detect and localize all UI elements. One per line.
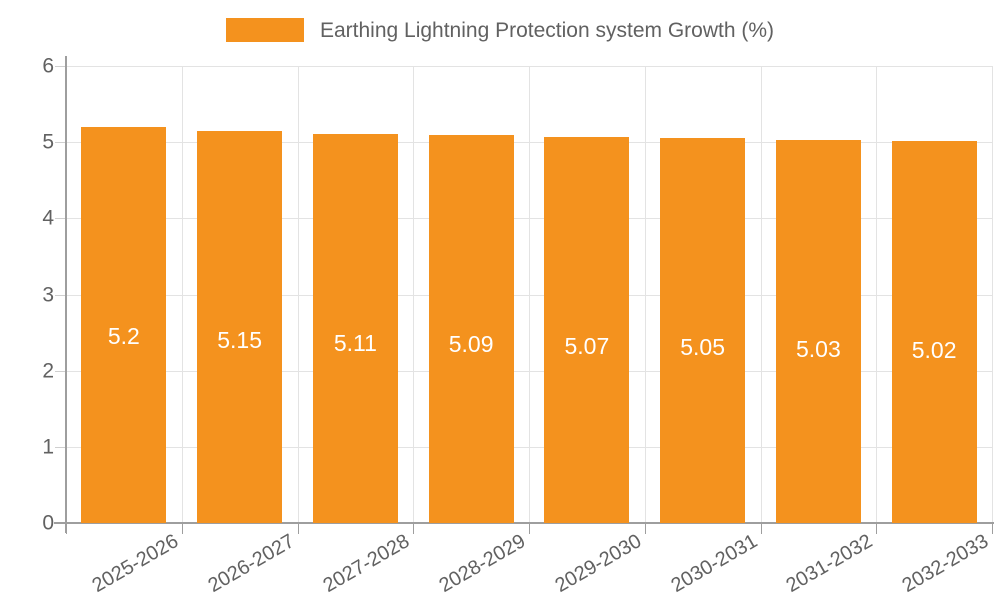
x-axis-label-slot: 2032-2033 xyxy=(876,523,993,600)
x-axis-tick-label: 2028-2029 xyxy=(435,530,530,598)
bar-slot: 5.07 xyxy=(529,66,645,523)
x-axis-tick-label: 2025-2026 xyxy=(88,530,183,598)
bar-value-label: 5.07 xyxy=(564,332,610,359)
x-axis-tick-mark xyxy=(760,523,762,534)
bar-slot: 5.2 xyxy=(66,66,182,523)
bar-value-label: 5.2 xyxy=(107,322,140,349)
bar-value-label: 5.15 xyxy=(217,326,262,353)
x-axis-tick-mark xyxy=(413,523,415,534)
bar-slot: 5.03 xyxy=(761,66,877,523)
y-axis-tick-mark xyxy=(55,446,66,448)
gridline-vertical xyxy=(992,66,993,523)
gridline-vertical xyxy=(760,66,762,523)
bar[interactable]: 5.15 xyxy=(197,130,283,523)
bar-value-label: 5.02 xyxy=(911,336,957,363)
gridline-vertical xyxy=(297,66,299,523)
y-axis-tick-label: 4 xyxy=(42,206,54,230)
chart-legend: Earthing Lightning Protection system Gro… xyxy=(0,14,1000,46)
x-axis-label-slot: 2025-2026 xyxy=(66,523,182,600)
bar[interactable]: 5.07 xyxy=(544,136,630,523)
x-axis-tick-label: 2026-2027 xyxy=(204,530,298,598)
x-axis-tick-mark xyxy=(529,523,530,534)
x-axis-tick-label: 2032-2033 xyxy=(898,530,993,598)
bar[interactable]: 5.2 xyxy=(81,126,167,523)
x-axis-tick-mark xyxy=(181,523,183,534)
bar-slot: 5.05 xyxy=(645,66,761,523)
y-axis-tick-label: 5 xyxy=(42,130,54,154)
x-axis-label-slot: 2029-2030 xyxy=(529,523,645,600)
y-axis-tick-mark xyxy=(55,142,66,144)
gridline-vertical xyxy=(529,66,530,523)
x-axis-label-slot: 2031-2032 xyxy=(761,523,877,600)
y-axis-tick-label: 6 xyxy=(42,54,54,78)
bar-slot: 5.15 xyxy=(182,66,298,523)
x-axis-tick-mark xyxy=(992,523,993,534)
bar[interactable]: 5.02 xyxy=(891,140,977,523)
bar-slot: 5.11 xyxy=(298,66,414,523)
bar[interactable]: 5.11 xyxy=(312,133,398,523)
y-axis-tick-mark xyxy=(55,370,66,372)
x-axis-label-slot: 2027-2028 xyxy=(298,523,414,600)
bar-value-label: 5.03 xyxy=(795,335,841,362)
x-axis-tick-mark xyxy=(876,523,878,534)
bar-slot: 5.02 xyxy=(876,66,992,523)
y-axis-line xyxy=(65,56,67,533)
bar-value-label: 5.05 xyxy=(680,334,725,361)
bar[interactable]: 5.03 xyxy=(775,139,861,523)
legend-label: Earthing Lightning Protection system Gro… xyxy=(319,18,775,42)
gridline-vertical xyxy=(413,66,415,523)
x-axis-line xyxy=(54,522,994,524)
y-axis-tick-mark xyxy=(55,66,66,67)
legend-color-swatch-icon xyxy=(225,18,304,42)
x-axis-tick-mark xyxy=(644,523,646,534)
x-axis-tick-label: 2031-2032 xyxy=(782,530,877,598)
bar[interactable]: 5.09 xyxy=(428,135,514,523)
x-axis-tick-labels: 2025-2026 2026-2027 2027-2028 2028-2029 2029… xyxy=(66,523,992,600)
y-axis-tick-label: 3 xyxy=(42,283,54,306)
x-axis-label-slot: 2028-2029 xyxy=(413,523,530,600)
x-axis-label-slot: 2030-2031 xyxy=(645,523,761,600)
y-axis-tick-labels: 0 1 2 3 4 5 6 xyxy=(10,56,54,534)
gridline-vertical xyxy=(644,66,646,523)
gridline-vertical xyxy=(876,66,878,523)
x-axis-tick-label: 2029-2030 xyxy=(551,530,646,598)
bar-value-label: 5.11 xyxy=(333,329,377,356)
x-axis-tick-label: 2030-2031 xyxy=(667,530,761,598)
y-axis-tick-label: 1 xyxy=(42,435,54,459)
bar-value-label: 5.09 xyxy=(448,331,494,358)
x-axis-tick-label: 2027-2028 xyxy=(319,530,414,598)
bar-series: 5.2 5.15 5.11 5.09 5.07 5.05 5.03 5.02 xyxy=(66,66,992,523)
bar-slot: 5.09 xyxy=(413,66,529,523)
x-axis-tick-mark xyxy=(297,523,299,534)
gridline-vertical xyxy=(181,66,183,523)
y-axis-tick-mark xyxy=(55,218,66,220)
y-axis-tick-label: 2 xyxy=(42,359,54,383)
plot-area: 5.2 5.15 5.11 5.09 5.07 5.05 5.03 5.02 xyxy=(54,56,994,534)
y-axis-tick-label: 0 xyxy=(42,511,54,535)
y-axis-tick-mark xyxy=(55,294,66,296)
x-axis-label-slot: 2026-2027 xyxy=(182,523,298,600)
bar[interactable]: 5.05 xyxy=(660,138,746,523)
